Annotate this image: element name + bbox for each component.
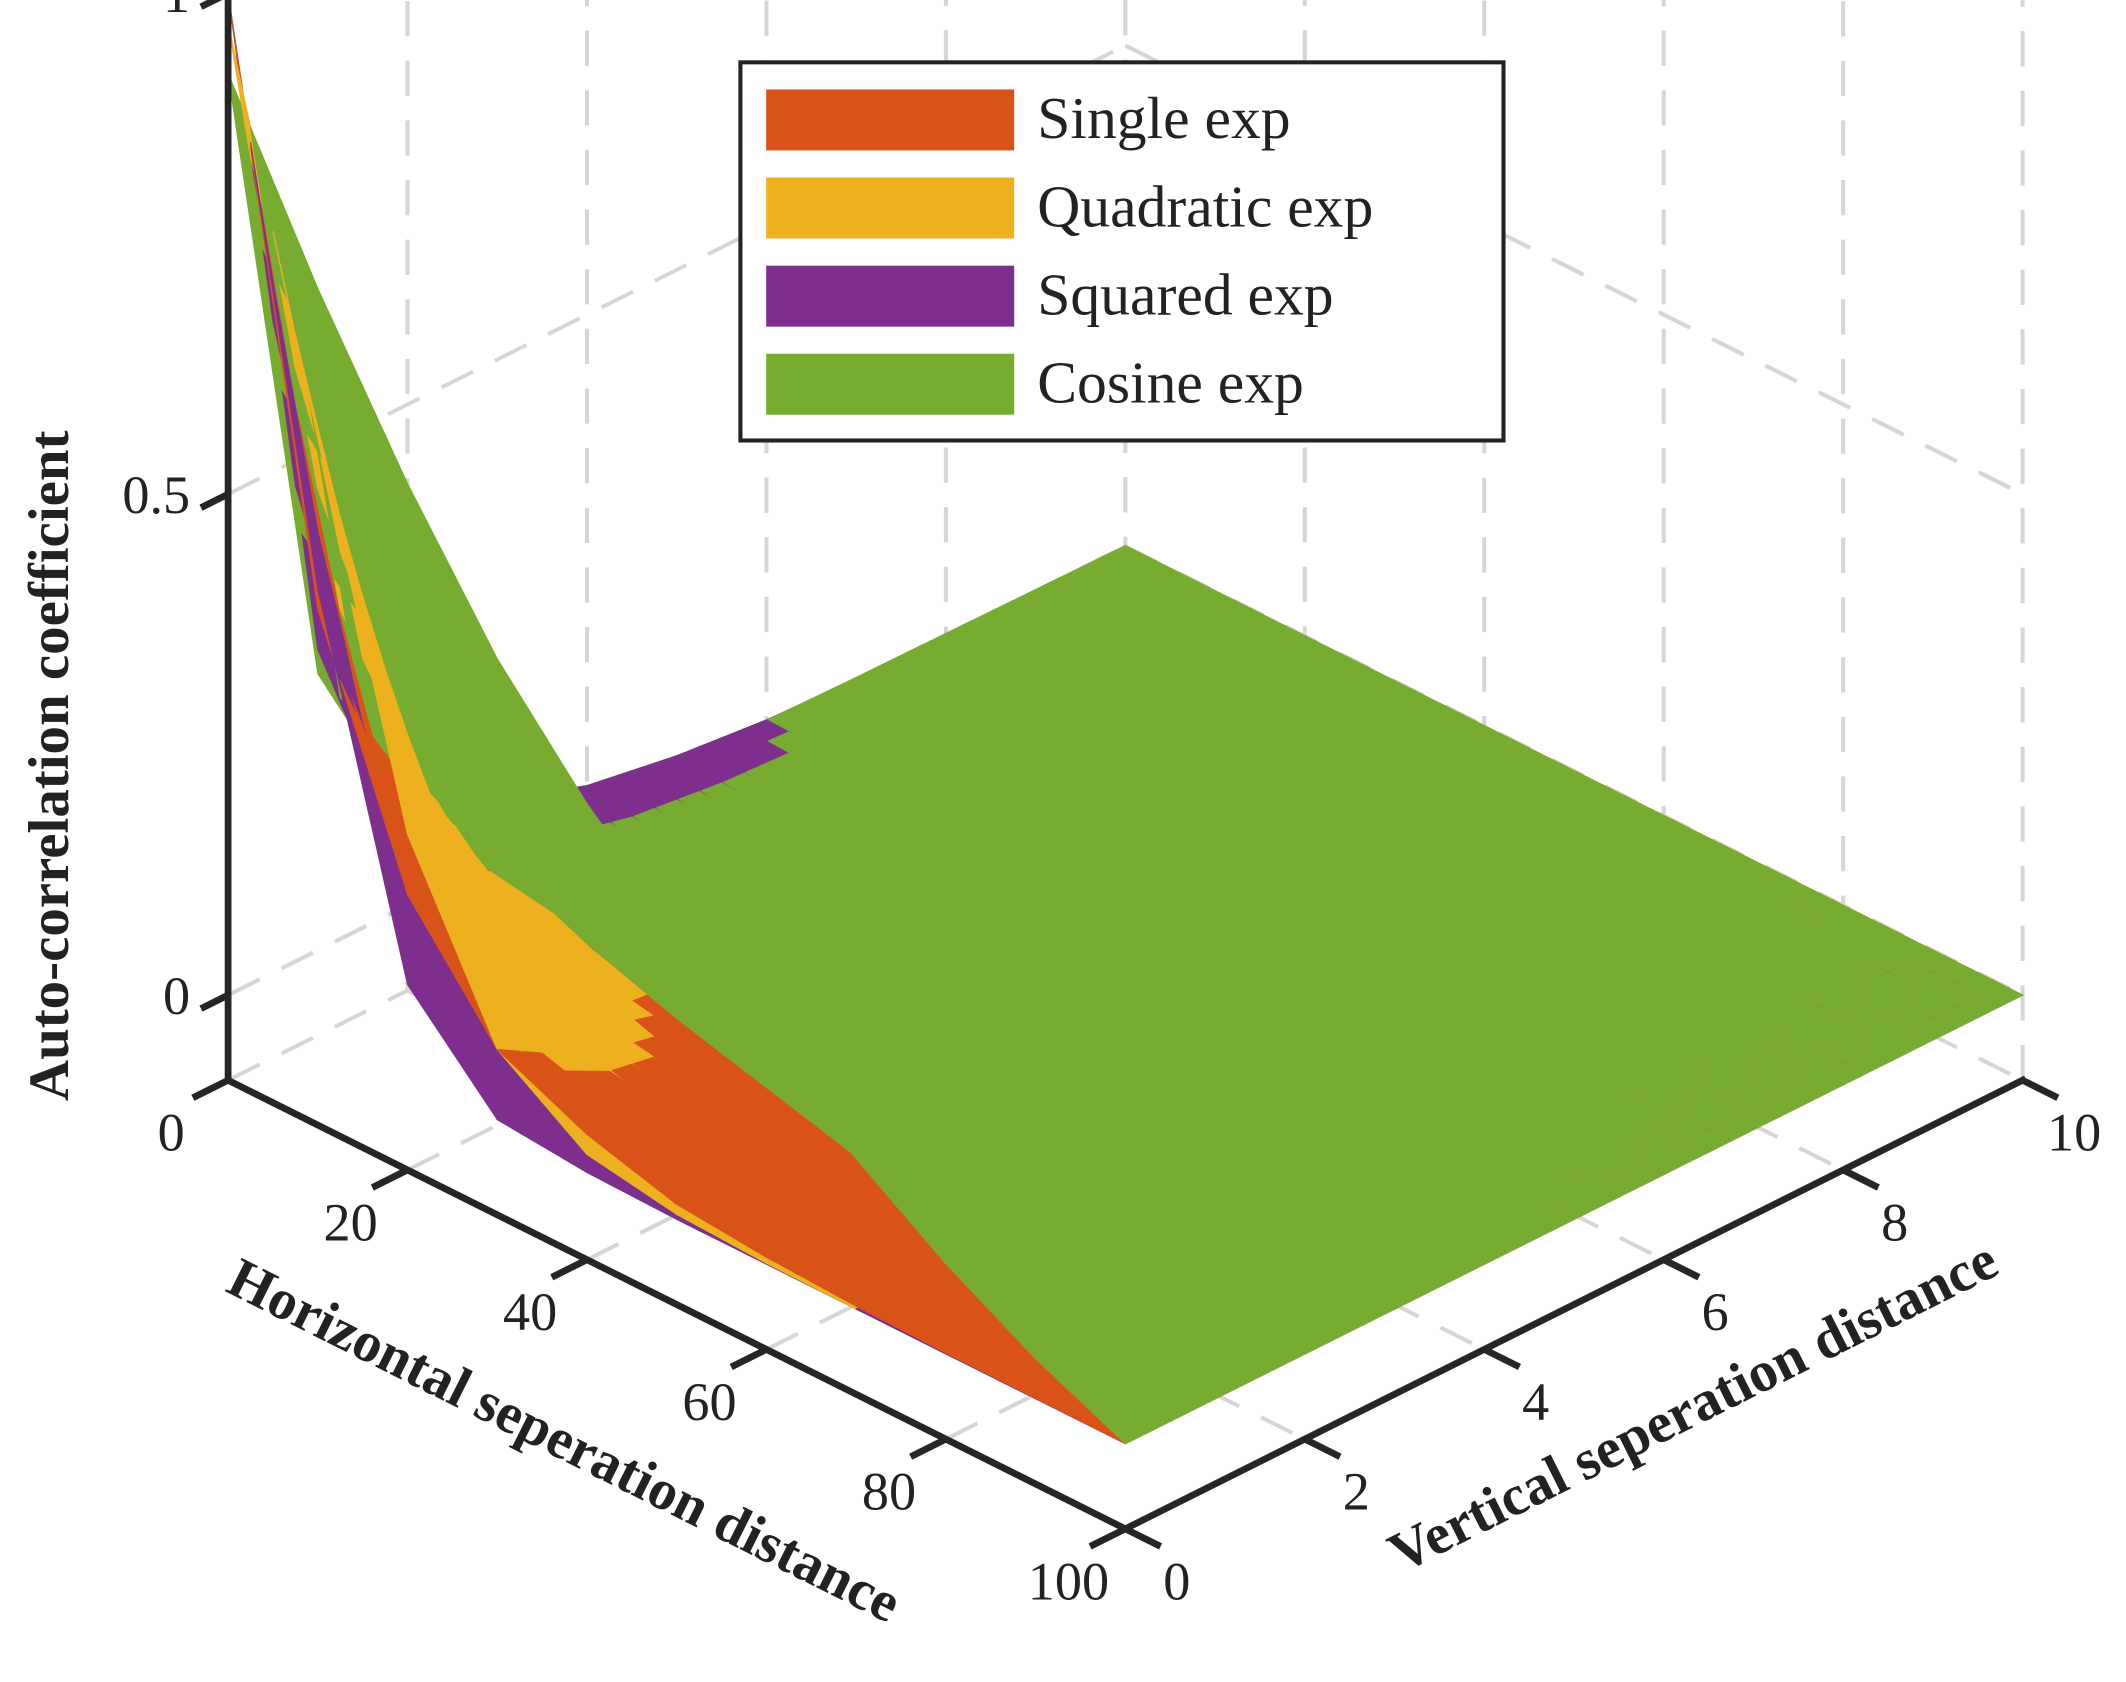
surface-plot: [227, 0, 2024, 1445]
grid-line: [1124, 43, 2024, 496]
